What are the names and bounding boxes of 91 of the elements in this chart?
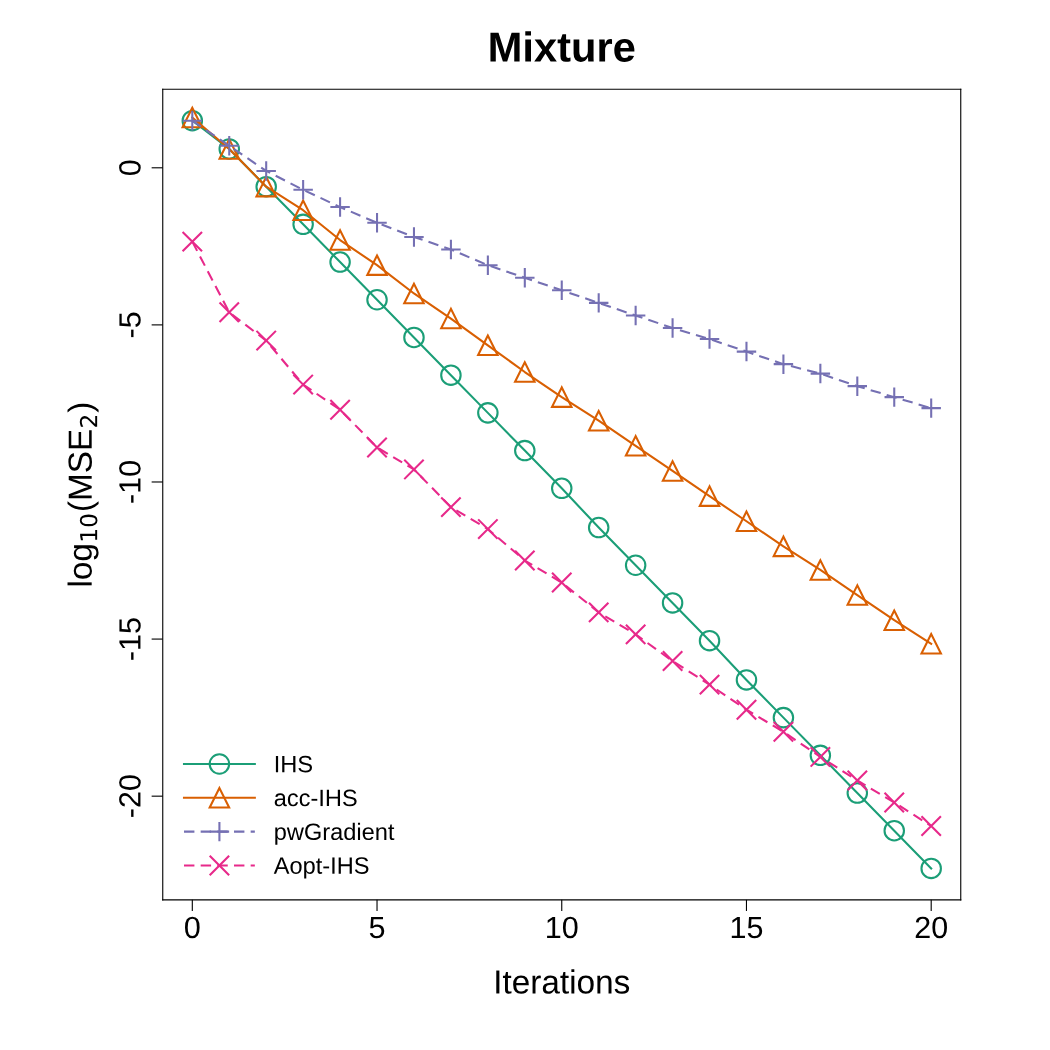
point — [846, 584, 869, 606]
point — [920, 857, 942, 880]
point — [514, 267, 536, 289]
point — [440, 307, 462, 330]
legend-label: IHS — [275, 755, 312, 773]
y-axis-title: log$_{10}$(MSE$_{2}$) — [67, 403, 99, 586]
point — [624, 623, 647, 646]
point — [698, 485, 721, 507]
point — [772, 353, 795, 375]
point — [292, 373, 314, 396]
point — [550, 477, 573, 500]
point — [624, 304, 647, 327]
point — [550, 571, 573, 594]
legend-label: pwGradient — [275, 822, 395, 845]
x-tick-label: 20 — [915, 916, 947, 939]
point — [329, 398, 351, 421]
point — [440, 496, 462, 518]
point — [624, 435, 647, 457]
point — [403, 282, 425, 305]
x-tick-label: 15 — [731, 916, 763, 939]
point — [550, 279, 573, 302]
point — [735, 669, 758, 691]
point — [477, 334, 499, 357]
x-tick-label: 5 — [369, 916, 385, 939]
point — [440, 238, 462, 261]
point — [772, 535, 795, 558]
point — [255, 160, 277, 182]
point — [440, 364, 462, 386]
y-tick-label: -10 — [119, 461, 141, 503]
point — [403, 458, 425, 481]
point — [181, 230, 204, 253]
point — [514, 361, 536, 383]
point — [477, 402, 499, 424]
point — [920, 633, 942, 655]
point — [809, 559, 832, 581]
point — [477, 518, 499, 540]
point — [772, 706, 795, 729]
point — [514, 439, 536, 462]
x-tick-label: 0 — [185, 916, 200, 939]
point — [661, 650, 684, 672]
point — [809, 362, 832, 385]
point — [514, 549, 536, 572]
point — [735, 340, 758, 363]
point — [403, 326, 425, 349]
point — [366, 254, 388, 276]
point — [883, 791, 906, 814]
point — [698, 629, 721, 652]
point — [477, 254, 499, 276]
y-tick-label: 0 — [119, 160, 141, 176]
point — [772, 721, 795, 743]
point — [661, 460, 684, 482]
point — [329, 251, 351, 273]
point — [698, 328, 721, 350]
point — [883, 386, 906, 408]
point — [218, 301, 241, 324]
point — [587, 409, 610, 432]
point — [698, 673, 721, 696]
point — [292, 199, 314, 221]
point — [661, 592, 684, 614]
legend-label: acc-IHS — [274, 789, 357, 807]
chart-title: Mixture — [490, 31, 635, 62]
point — [329, 229, 351, 251]
point — [366, 436, 388, 459]
x-tick-label: 10 — [547, 916, 578, 939]
x-axis-title: Iterations — [496, 969, 630, 994]
y-tick-label: -5 — [119, 312, 141, 338]
y-tick-label: -15 — [119, 618, 141, 660]
point — [329, 196, 351, 218]
point — [403, 226, 425, 248]
point — [920, 397, 942, 419]
point — [587, 516, 610, 539]
point — [735, 699, 758, 721]
legend-label: Aopt-IHS — [273, 857, 369, 879]
point — [920, 815, 942, 837]
point — [292, 213, 314, 236]
point — [661, 317, 684, 339]
point — [366, 288, 388, 311]
point — [292, 179, 314, 201]
point — [550, 386, 573, 408]
point — [846, 375, 869, 397]
point — [255, 329, 277, 352]
point — [735, 510, 758, 533]
point — [846, 782, 869, 804]
point — [587, 292, 610, 314]
point — [883, 609, 906, 631]
point — [624, 554, 647, 576]
point — [366, 212, 388, 234]
point — [883, 819, 906, 842]
point — [587, 601, 610, 624]
point — [846, 769, 869, 792]
y-tick-label: -20 — [119, 775, 141, 817]
